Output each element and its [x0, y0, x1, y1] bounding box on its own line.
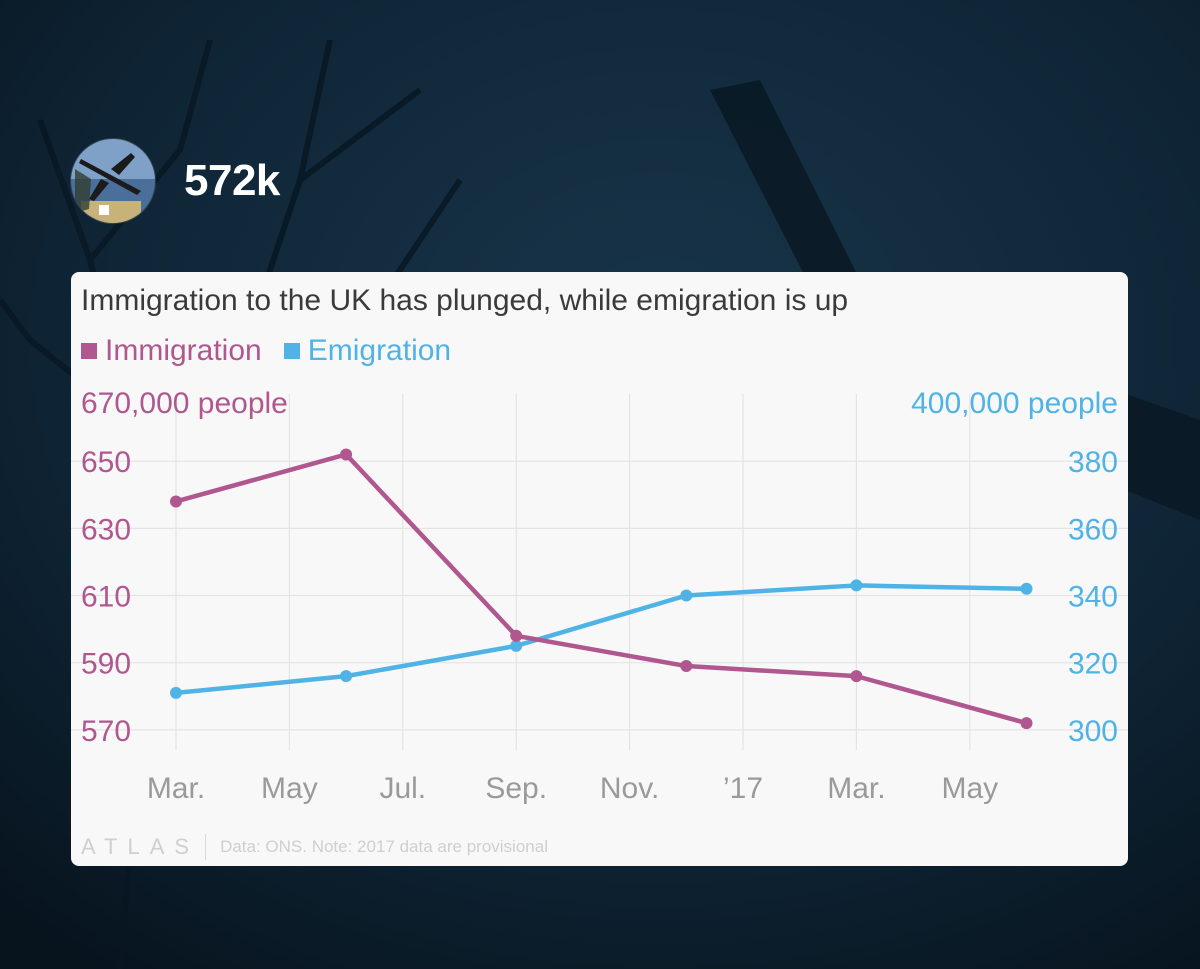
x-tick-label: Mar. — [147, 772, 205, 805]
right-y-tick-label: 380 — [1068, 446, 1118, 479]
legend-swatch-emigration — [283, 343, 300, 359]
chart-footer: ATLAS Data: ONS. Note: 2017 data are pro… — [81, 834, 548, 860]
x-tick-label: Nov. — [600, 772, 659, 805]
data-point-emigration — [680, 589, 693, 602]
data-point-immigration — [1020, 717, 1033, 730]
x-tick-label: May — [261, 772, 318, 805]
headline-stat: 572k — [184, 156, 280, 205]
x-tick-label: May — [941, 772, 998, 805]
chart-card: Immigration to the UK has plunged, while… — [71, 272, 1128, 866]
chart-legend: Immigration Emigration — [81, 334, 473, 368]
left-y-tick-label: 590 — [81, 648, 131, 681]
chart-title: Immigration to the UK has plunged, while… — [81, 284, 849, 317]
data-point-immigration — [170, 495, 182, 508]
airplane-icon — [71, 139, 155, 223]
data-source-note: Data: ONS. Note: 2017 data are provision… — [220, 837, 548, 856]
avatar[interactable] — [70, 138, 156, 224]
legend-label-emigration: Emigration — [307, 334, 452, 367]
x-tick-label: Sep. — [485, 772, 547, 805]
data-point-immigration — [680, 660, 693, 673]
right-y-tick-label: 340 — [1068, 581, 1118, 614]
data-point-emigration — [170, 686, 182, 699]
data-point-emigration — [850, 579, 863, 592]
left-y-tick-label: 630 — [81, 513, 131, 546]
chart-series — [170, 448, 1033, 730]
legend-item-immigration: Immigration — [81, 334, 262, 368]
series-line-immigration — [175, 452, 1028, 726]
left-y-tick-label: 650 — [81, 446, 131, 479]
chart-axis-labels: Mar. May Jul. Sep. Nov. ’17 Mar. May 650 630 610 59… — [81, 387, 1118, 805]
line-chart: Mar. May Jul. Sep. Nov. ’17 Mar. May 650 630 610 59… — [71, 387, 1128, 805]
right-y-tick-label: 320 — [1068, 648, 1118, 681]
x-tick-label: ’17 — [723, 772, 763, 805]
data-point-immigration — [850, 670, 863, 683]
series-line-emigration — [175, 583, 1027, 696]
data-point-emigration — [510, 639, 523, 652]
chart-gridlines — [71, 394, 1128, 750]
atlas-logo: ATLAS — [81, 834, 200, 859]
legend-swatch-immigration — [81, 343, 97, 359]
x-tick-label: Mar. — [827, 772, 885, 805]
legend-label-immigration: Immigration — [105, 334, 262, 367]
right-axis-unit-label: 400,000 people — [911, 387, 1118, 420]
data-point-immigration — [510, 629, 523, 642]
data-point-emigration — [1020, 582, 1033, 595]
post-header: 572k — [70, 138, 280, 224]
footer-divider — [205, 834, 207, 860]
left-axis-unit-label: 670,000 people — [81, 387, 288, 420]
legend-item-emigration: Emigration — [283, 334, 452, 368]
right-y-tick-label: 360 — [1068, 513, 1118, 546]
left-y-tick-label: 570 — [81, 715, 131, 748]
data-point-emigration — [340, 670, 353, 683]
data-point-immigration — [340, 448, 353, 461]
left-y-tick-label: 610 — [81, 581, 131, 614]
x-tick-label: Jul. — [379, 772, 426, 805]
right-y-tick-label: 300 — [1068, 715, 1118, 748]
